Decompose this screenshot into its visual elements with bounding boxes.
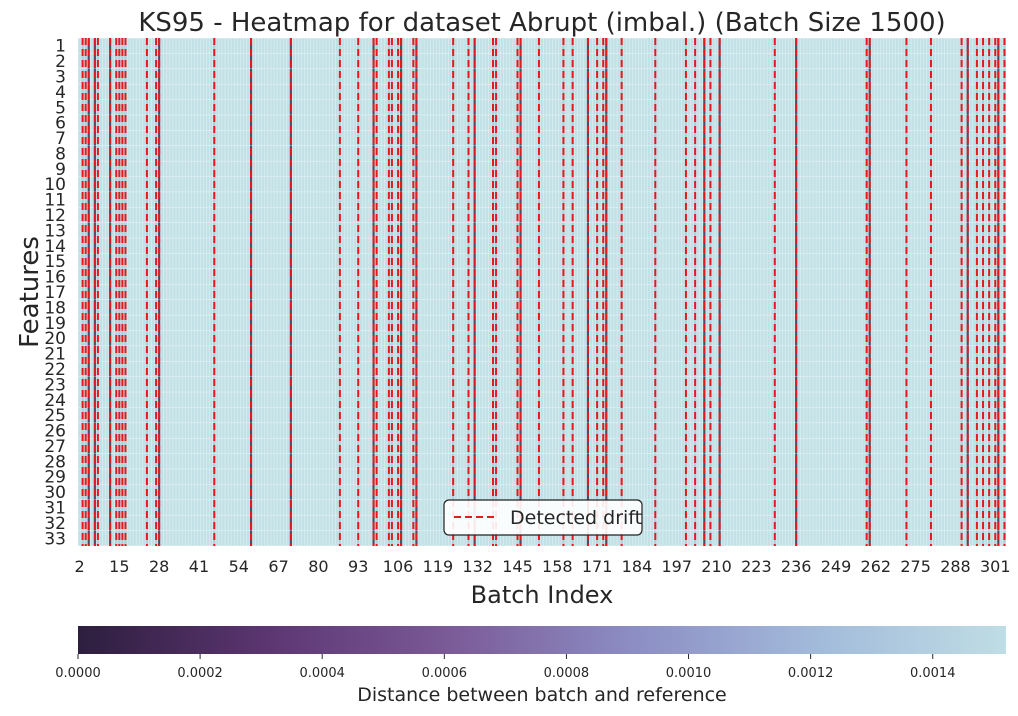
legend-box [443, 499, 643, 536]
y-tick-label: 8 [55, 144, 66, 164]
colorbar-tick-label: 0.0000 [55, 666, 101, 681]
legend-label: Detected drift [510, 507, 642, 529]
colorbar-tick-label: 0.0006 [422, 666, 468, 681]
y-tick-label: 12 [44, 206, 66, 226]
x-tick-label: 301 [980, 557, 1011, 576]
y-axis-label: Features [15, 236, 45, 348]
y-tick-label: 1 [55, 37, 66, 57]
cell-gridlines [78, 38, 1006, 546]
colorbar-tick-label: 0.0010 [666, 666, 712, 681]
x-axis-label: Batch Index [471, 581, 614, 609]
x-tick-label: 28 [149, 557, 169, 576]
colorbar-tick-label: 0.0012 [788, 666, 834, 681]
x-tick-label: 158 [542, 557, 573, 576]
y-tick-label: 22 [44, 360, 66, 380]
x-tick-label: 41 [189, 557, 209, 576]
y-tick-label: 6 [55, 114, 66, 134]
colorbar-tick-label: 0.0008 [544, 666, 590, 681]
legend: Detected drift [443, 499, 643, 536]
x-tick-label: 2 [74, 557, 84, 576]
x-tick-label: 119 [423, 557, 454, 576]
y-tick-label: 13 [44, 221, 66, 241]
y-tick-label: 15 [44, 252, 66, 272]
y-tick-label: 16 [44, 268, 66, 288]
y-tick-label: 20 [44, 329, 66, 349]
y-tick-label: 2 [55, 52, 66, 72]
y-tick-label: 4 [55, 83, 66, 103]
y-tick-label: 11 [44, 191, 66, 211]
x-tick-label: 210 [701, 557, 732, 576]
x-tick-label: 145 [502, 557, 533, 576]
y-tick-label: 31 [44, 499, 66, 519]
x-tick-label: 54 [229, 557, 249, 576]
colorbar-tick-label: 0.0004 [299, 666, 345, 681]
y-tick-label: 33 [44, 529, 66, 549]
plot-background [78, 38, 1006, 546]
y-tick-label: 19 [44, 314, 66, 334]
x-tick-label: 93 [348, 557, 368, 576]
y-tick-label: 32 [44, 514, 66, 534]
y-tick-label: 21 [44, 345, 66, 365]
y-tick-label: 18 [44, 298, 66, 318]
x-tick-label: 275 [900, 557, 931, 576]
y-tick-label: 10 [44, 175, 66, 195]
y-tick-label: 26 [44, 422, 66, 442]
y-tick-label: 27 [44, 437, 66, 457]
colorbar-ticks: 0.0000 0.0002 0.0004 0.0006 0.0008 0.0010 0.00… [55, 654, 955, 681]
y-tick-label: 9 [55, 160, 66, 180]
y-tick-label: 14 [44, 237, 66, 257]
x-tick-label: 288 [940, 557, 971, 576]
y-tick-label: 7 [55, 129, 66, 149]
x-tick-label: 171 [582, 557, 613, 576]
x-tick-label: 132 [462, 557, 493, 576]
y-tick-label: 30 [44, 483, 66, 503]
x-tick-label: 15 [109, 557, 129, 576]
drift-lines [81, 38, 1006, 546]
x-tick-label: 67 [268, 557, 288, 576]
y-tick-label: 24 [44, 391, 66, 411]
y-tick-label: 29 [44, 468, 66, 488]
colorbar-tick-label: 0.0002 [177, 666, 223, 681]
colorbar-label: Distance between batch and reference [357, 684, 727, 706]
colorbar-tick-label: 0.0014 [910, 666, 956, 681]
x-tick-label: 236 [781, 557, 812, 576]
x-tick-label: 223 [741, 557, 772, 576]
y-tick-label: 28 [44, 452, 66, 472]
x-tick-label: 262 [861, 557, 892, 576]
x-tick-label: 80 [308, 557, 328, 576]
x-tick-label: 184 [622, 557, 653, 576]
y-tick-label: 17 [44, 283, 66, 303]
y-tick-label: 5 [55, 98, 66, 118]
y-tick-label: 3 [55, 67, 66, 87]
x-tick-labels: 2 15 28 41 54 67 80 93 106 119 132 145 158 171 184 197 2… [74, 557, 1010, 576]
x-tick-label: 106 [383, 557, 414, 576]
chart-title: KS95 - Heatmap for dataset Abrupt (imbal… [138, 8, 945, 38]
x-tick-label: 249 [821, 557, 852, 576]
y-tick-labels: 1234567891011121314151617181920212223242… [44, 37, 66, 550]
y-tick-label: 25 [44, 406, 66, 426]
x-tick-label: 197 [661, 557, 692, 576]
colorbar [78, 626, 1006, 654]
y-tick-label: 23 [44, 375, 66, 395]
